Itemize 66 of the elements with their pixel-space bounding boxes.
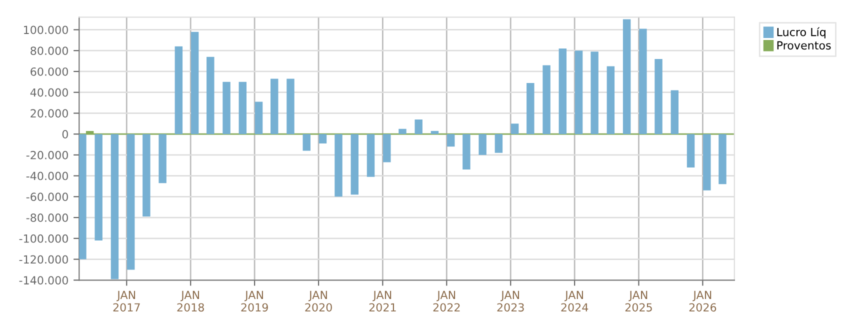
- x-tick-label: JAN 2019: [241, 290, 268, 312]
- bar: [510, 124, 519, 134]
- bar: [574, 50, 583, 134]
- bar: [526, 82, 534, 134]
- y-tick-label: -120.000: [19, 255, 68, 264]
- bar: [350, 134, 359, 195]
- bar: [206, 56, 214, 134]
- bar: [142, 134, 150, 216]
- bar: [654, 58, 662, 134]
- bar: [126, 134, 135, 270]
- bar: [558, 48, 567, 134]
- x-tick-label: JAN 2018: [177, 290, 204, 312]
- bar: [110, 134, 119, 280]
- y-tick-label: -100.000: [19, 234, 68, 243]
- y-tick-label: 60.000: [30, 67, 68, 76]
- bar: [462, 134, 470, 170]
- y-tick-label: -80.000: [26, 214, 68, 222]
- bar: [686, 134, 695, 168]
- y-tick-label: 80.000: [30, 46, 68, 55]
- bar: [703, 134, 711, 190]
- y-tick-label: -20.000: [26, 150, 68, 160]
- legend-label: Lucro Líq: [777, 27, 826, 38]
- bar: [318, 134, 327, 144]
- bar: [622, 19, 631, 134]
- bar: [174, 46, 183, 134]
- bar: [334, 134, 342, 197]
- bar: [366, 134, 375, 177]
- y-tick-label: 100.000: [24, 26, 68, 34]
- bar: [606, 66, 615, 134]
- bar: [286, 78, 294, 134]
- x-tick-label: JAN 2023: [497, 290, 524, 312]
- y-tick-label: 20.000: [30, 109, 68, 118]
- x-tick-label: JAN 2020: [305, 290, 332, 312]
- bar: [446, 134, 455, 147]
- bar: [670, 90, 679, 134]
- x-tick-label: JAN 2022: [433, 290, 460, 312]
- bar: [158, 134, 166, 184]
- bar: [302, 134, 310, 151]
- bar: [254, 102, 263, 134]
- bar: [639, 28, 647, 134]
- x-tick-label: JAN 2026: [689, 290, 716, 312]
- x-tick-label: JAN 2021: [369, 290, 396, 312]
- x-tick-label: JAN 2024: [561, 290, 588, 312]
- bar: [79, 134, 86, 260]
- bar: [478, 134, 486, 155]
- bar: [494, 134, 503, 153]
- bar: [190, 32, 199, 134]
- y-tick-label: -140.000: [19, 276, 68, 285]
- bar: [222, 82, 230, 134]
- x-tick-label: JAN 2017: [113, 290, 140, 312]
- bar: [94, 134, 102, 240]
- y-tick-label: 40.000: [30, 88, 68, 97]
- bar: [430, 130, 439, 134]
- bar: [718, 134, 726, 184]
- bar: [270, 78, 278, 134]
- bar: [238, 82, 247, 134]
- bar: [383, 134, 391, 162]
- x-tick-label: JAN 2025: [625, 290, 652, 312]
- bar: [398, 128, 406, 134]
- bar: [414, 119, 422, 134]
- bar: [590, 52, 598, 134]
- bar: [542, 65, 550, 134]
- y-tick-label: -40.000: [26, 172, 68, 180]
- y-tick-label: -60.000: [26, 192, 68, 202]
- y-tick-label: 0: [62, 130, 68, 138]
- legend-label: Proventos: [777, 41, 831, 50]
